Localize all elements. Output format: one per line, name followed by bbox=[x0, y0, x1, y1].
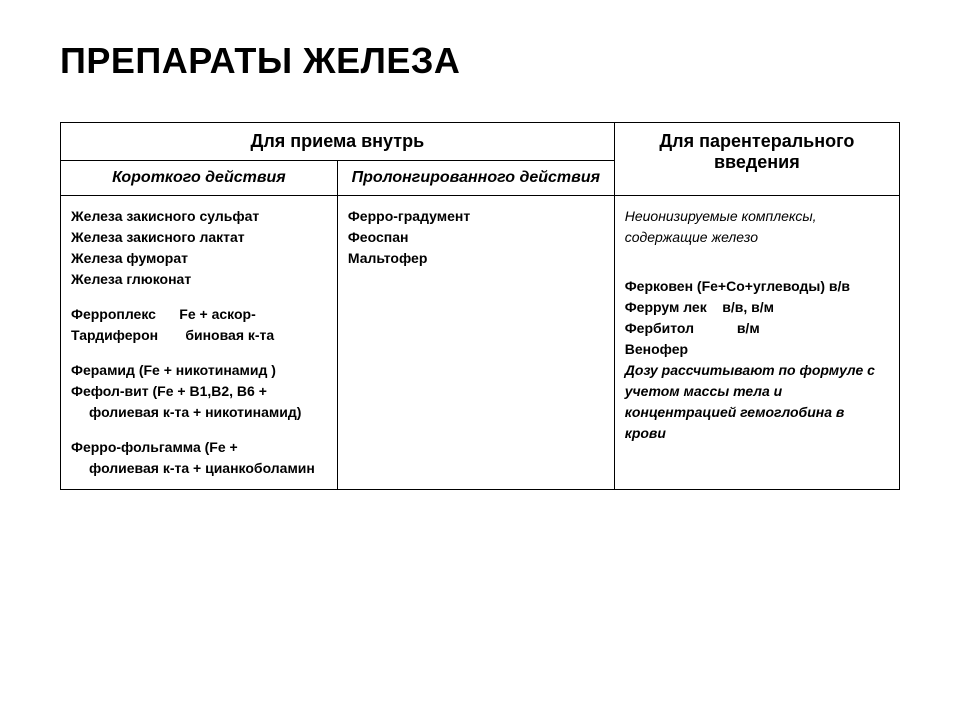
drug-item: Ферковен (Fe+Co+углеводы) в/в bbox=[625, 276, 889, 297]
drug-name: Ферроплекс bbox=[71, 306, 156, 322]
table-header-row: Для приема внутрь Для парентерального вв… bbox=[61, 123, 900, 161]
drug-item: Феоспан bbox=[348, 227, 604, 248]
drug-name: Феррум лек bbox=[625, 299, 707, 315]
dose-note: Дозу рассчитывают по формуле с учетом ма… bbox=[625, 360, 889, 444]
drug-item: Железа закисного лактат bbox=[71, 227, 327, 248]
drug-item: Железа фуморат bbox=[71, 248, 327, 269]
drug-item: Венофер bbox=[625, 339, 889, 360]
spacer bbox=[71, 290, 327, 304]
drug-item: Ферамид (Fe + никотинамид ) bbox=[71, 360, 327, 381]
drug-name: Тардиферон bbox=[71, 327, 158, 343]
drug-item: Ферро-градумент bbox=[348, 206, 604, 227]
header-parenteral: Для парентерального введения bbox=[614, 123, 899, 196]
drug-composition: биновая к-та bbox=[185, 327, 274, 343]
spacer bbox=[71, 423, 327, 437]
cell-short-acting: Железа закисного сульфат Железа закисног… bbox=[61, 196, 338, 490]
cell-prolonged: Ферро-градумент Феоспан Мальтофер bbox=[337, 196, 614, 490]
page-title: ПРЕПАРАТЫ ЖЕЛЕЗА bbox=[60, 40, 900, 82]
table-body-row: Железа закисного сульфат Железа закисног… bbox=[61, 196, 900, 490]
parenteral-note: Неионизируемые комплексы, содержащие жел… bbox=[625, 208, 817, 245]
spacer bbox=[625, 248, 889, 262]
drug-item: Ферро-фольгамма (Fe + bbox=[71, 437, 327, 458]
drug-classification-table: Для приема внутрь Для парентерального вв… bbox=[60, 122, 900, 490]
drug-route: в/м bbox=[737, 320, 760, 336]
drug-route: в/в, в/м bbox=[722, 299, 774, 315]
drug-item: Тардиферон биновая к-та bbox=[71, 325, 327, 346]
cell-parenteral: Неионизируемые комплексы, содержащие жел… bbox=[614, 196, 899, 490]
spacer bbox=[625, 262, 889, 276]
drug-name: Фербитол bbox=[625, 320, 694, 336]
drug-item: Железа глюконат bbox=[71, 269, 327, 290]
subheader-short-acting: Короткого действия bbox=[61, 161, 338, 196]
subheader-prolonged: Пролонгированного действия bbox=[337, 161, 614, 196]
drug-item: Мальтофер bbox=[348, 248, 604, 269]
drug-item: Феррум лек в/в, в/м bbox=[625, 297, 889, 318]
drug-composition: Fe + аскор- bbox=[179, 306, 255, 322]
drug-item: Фефол-вит (Fe + В1,В2, В6 + bbox=[71, 381, 327, 402]
drug-item-cont: фолиевая к-та + цианкоболамин bbox=[71, 458, 327, 479]
drug-item: Ферроплекс Fe + аскор- bbox=[71, 304, 327, 325]
spacer bbox=[71, 346, 327, 360]
slide-container: ПРЕПАРАТЫ ЖЕЛЕЗА Для приема внутрь Для п… bbox=[0, 0, 960, 530]
drug-item-cont: фолиевая к-та + никотинамид) bbox=[71, 402, 327, 423]
drug-item: Железа закисного сульфат bbox=[71, 206, 327, 227]
drug-item: Фербитол в/м bbox=[625, 318, 889, 339]
header-oral: Для приема внутрь bbox=[61, 123, 615, 161]
